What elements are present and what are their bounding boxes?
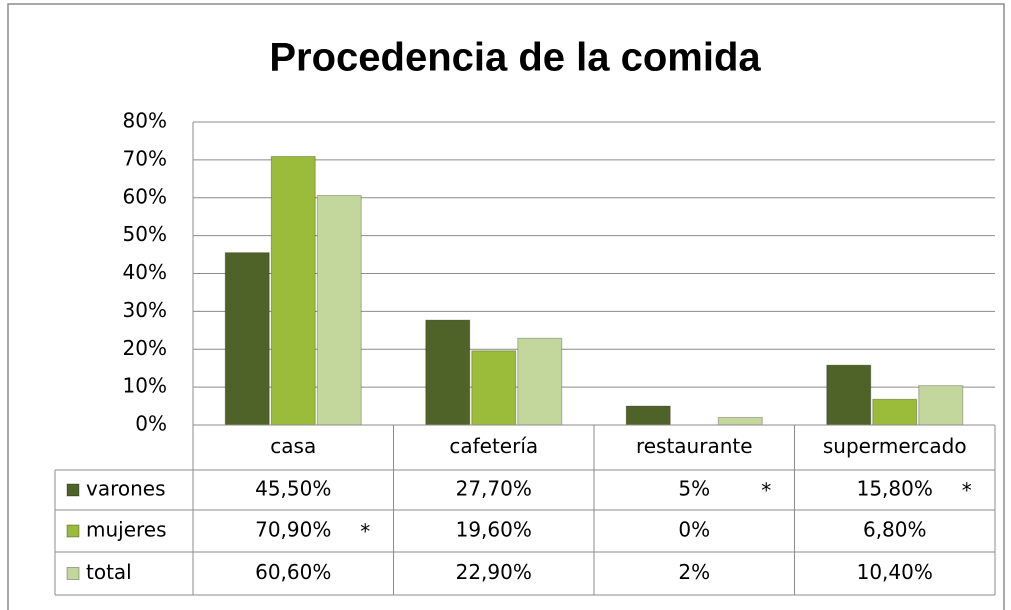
table-value: 60,60% (255, 560, 331, 584)
category-label: supermercado (823, 434, 967, 458)
table-value: 22,90% (456, 560, 532, 584)
bar (425, 319, 471, 426)
chart-title: Procedencia de la comida (269, 36, 761, 80)
bar (625, 405, 671, 426)
table-note: * (360, 520, 370, 544)
table-value: 19,60% (456, 518, 532, 542)
table-value: 70,90% (255, 518, 331, 542)
legend-key (66, 524, 80, 538)
legend-label: varones (86, 477, 166, 501)
y-tick-label: 10% (123, 374, 167, 398)
bar (826, 364, 872, 426)
table-value: 27,70% (456, 477, 532, 501)
y-tick-label: 60% (123, 184, 167, 208)
bar (270, 155, 316, 426)
table-value: 45,50% (255, 477, 331, 501)
table-value: 10,40% (857, 560, 933, 584)
table-note: * (962, 479, 972, 503)
category-label: restaurante (636, 434, 753, 458)
bar (872, 398, 918, 426)
bar (717, 416, 763, 426)
legend-key (66, 567, 80, 580)
table-value: 6,80% (863, 518, 927, 542)
legend-key (66, 483, 80, 497)
y-tick-label: 40% (123, 260, 167, 284)
bar (517, 337, 563, 426)
bar (316, 194, 362, 426)
y-tick-label: 30% (123, 298, 167, 322)
category-label: cafetería (449, 434, 538, 458)
legend-label: mujeres (86, 518, 167, 542)
table-value: 0% (678, 518, 710, 542)
category-label: casa (270, 434, 316, 458)
bar (918, 385, 964, 426)
table-value: 5% (678, 477, 710, 501)
y-tick-label: 0% (135, 412, 167, 436)
bar (471, 350, 517, 426)
y-tick-label: 80% (123, 109, 167, 133)
table-value: 2% (678, 560, 710, 584)
legend-label: total (86, 560, 132, 584)
bar (224, 252, 270, 426)
y-tick-label: 20% (123, 336, 167, 360)
table-value: 15,80% (857, 477, 933, 501)
y-tick-label: 50% (123, 222, 167, 246)
chart-frame (7, 3, 1005, 610)
table-note: * (761, 479, 771, 503)
y-tick-label: 70% (123, 146, 167, 170)
